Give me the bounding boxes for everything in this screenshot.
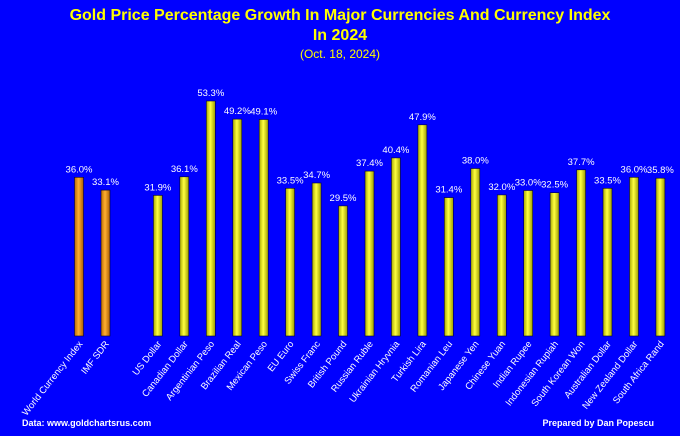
bar-ukrainian-hryvnia [391,157,401,337]
value-label-turkish-lira: 47.9% [409,112,436,123]
bar-russian-ruble [364,170,375,337]
bar-world-currency-index [74,177,84,337]
value-label-indian-rupee: 33.0% [515,178,542,189]
bar-japanese-yen [470,168,481,337]
value-label-world-currency-index: 36.0% [66,164,93,175]
value-label-australian-dollar: 33.5% [594,175,621,186]
value-label-chinese-yuan: 32.0% [488,182,515,193]
bar-romanian-leu [443,197,454,337]
bar-eu-euro [285,188,295,337]
value-label-british-pound: 29.5% [330,193,357,204]
value-label-swiss-franc: 34.7% [303,170,330,181]
value-label-japanese-yen: 38.0% [462,156,489,167]
bar-mexican-peso [258,119,269,337]
category-label-imf-sdr: IMF SDR [79,339,112,377]
bar-brazilian-real [232,118,243,337]
bar-indonesian-rupiah [549,192,560,337]
chart-title-line-1: Gold Price Percentage Growth In Major Cu… [69,7,611,24]
bar-chinese-yuan [496,194,507,337]
value-label-south-africa-rand: 35.8% [647,165,674,176]
value-labels-layer: 36.0% 33.1% 31.9%36.1% 53.3%49.2% 49.1% 33.5%… [66,88,675,204]
value-label-eu-euro: 33.5% [277,175,304,186]
bar-swiss-franc [311,182,322,337]
bar-us-dollar [153,195,163,337]
value-label-russian-ruble: 37.4% [356,158,383,169]
category-label-world-currency-index: World Currency Index [20,339,85,418]
value-label-new-zealand-dollar: 36.0% [621,164,648,175]
value-label-argentinian-peso: 53.3% [197,88,224,99]
bar-australian-dollar [602,188,613,337]
category-label-australian-dollar: Australian Dollar [562,339,614,401]
footer-source: Data: www.goldchartsrus.com [22,418,152,428]
value-label-south-korean-won: 37.7% [568,157,595,168]
value-label-imf-sdr: 33.1% [92,177,119,188]
value-label-indonesian-rupiah: 32.5% [541,180,568,191]
bar-turkish-lira [417,124,428,337]
chart-title-block: Gold Price Percentage Growth In Major Cu… [0,6,680,62]
value-label-canadian-dollar: 36.1% [171,164,198,175]
value-label-brazilian-real: 49.2% [224,106,251,117]
value-label-mexican-peso: 49.1% [250,107,277,118]
chart-subtitle: (Oct. 18, 2024) [299,47,381,61]
bars-layer [74,100,666,337]
bar-indian-rupee [523,190,534,337]
bar-south-africa-rand [655,177,666,337]
bar-imf-sdr [100,189,111,337]
bar-canadian-dollar [179,176,190,337]
value-label-ukrainian-hryvnia: 40.4% [382,145,409,156]
chart-title-line-2: In 2024 [312,27,368,44]
footer-credit: Prepared by Dan Popescu [542,418,654,428]
bar-british-pound [338,205,348,337]
value-label-us-dollar: 31.9% [144,182,171,193]
bar-new-zealand-dollar [629,177,639,337]
bar-argentinian-peso [206,100,216,337]
value-label-romanian-leu: 31.4% [435,185,462,196]
bar-south-korean-won [576,169,586,337]
